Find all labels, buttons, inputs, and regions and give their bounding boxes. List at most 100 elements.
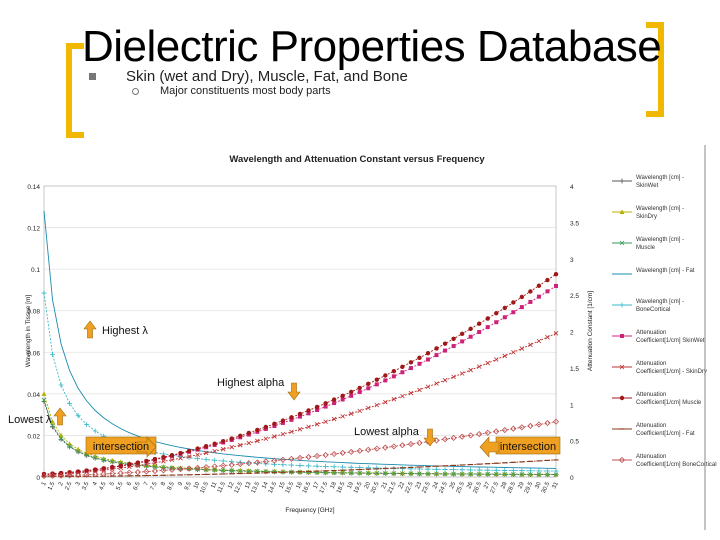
data-point: [58, 472, 65, 479]
data-point: [127, 462, 132, 467]
data-point: [118, 463, 124, 468]
data-point: [544, 468, 550, 474]
data-point: [272, 421, 277, 427]
data-point: [476, 471, 482, 477]
data-point: [417, 387, 422, 393]
data-point: [331, 469, 337, 475]
y-right-tick-label: 0.5: [570, 439, 579, 446]
data-point: [280, 462, 286, 468]
data-point: [459, 471, 465, 477]
y-left-tick-label: 0.12: [27, 226, 40, 233]
data-point: [212, 467, 217, 473]
data-point: [203, 464, 210, 471]
data-point: [417, 471, 422, 476]
data-point: [408, 360, 414, 365]
data-point: [331, 397, 337, 402]
x-tick-label: 29: [517, 481, 526, 490]
data-point: [467, 432, 474, 439]
data-point: [502, 353, 508, 359]
data-point: [528, 472, 533, 477]
data-point: [502, 315, 507, 320]
data-point: [203, 456, 209, 462]
data-point: [443, 348, 448, 353]
y-right-tick-label: 1: [570, 402, 574, 409]
lowest-wavelength-arrow-icon: [53, 407, 67, 426]
data-point: [434, 381, 439, 386]
data-point: [178, 450, 183, 456]
data-point: [169, 453, 175, 458]
data-point: [544, 420, 551, 427]
data-point: [323, 419, 328, 425]
data-point: [101, 466, 106, 471]
x-tick-label: 24.5: [439, 481, 450, 495]
data-point: [399, 466, 405, 472]
data-point: [399, 442, 406, 449]
data-point: [536, 472, 542, 477]
data-point: [263, 424, 269, 430]
data-point: [75, 469, 81, 474]
data-point: [306, 463, 312, 469]
data-point: [238, 433, 243, 438]
data-point: [92, 428, 98, 434]
data-point: [434, 471, 439, 477]
data-point: [468, 471, 473, 477]
data-point: [485, 316, 490, 321]
y-right-tick-label: 3: [570, 257, 574, 264]
data-point: [195, 456, 201, 462]
data-point: [511, 300, 516, 305]
data-point: [134, 469, 141, 476]
data-point: [357, 408, 363, 414]
data-point: [383, 471, 388, 476]
data-point: [451, 467, 457, 473]
legend-label: Wavelength [cm] -SkinWet: [636, 175, 684, 189]
data-point: [144, 461, 149, 467]
legend-label: Attenuation Coefficient[1/cm] Muscle: [636, 392, 702, 406]
x-tick-label: 31: [552, 481, 561, 490]
data-point: [67, 443, 72, 449]
data-point: [211, 463, 218, 470]
intersection-arrow-icon: [479, 436, 500, 458]
data-point: [510, 468, 516, 474]
data-point: [186, 465, 193, 472]
data-point: [314, 404, 320, 410]
legend-label: Attenuation Coefficient[1/cm] - SkinDry: [636, 361, 707, 375]
data-point: [212, 457, 218, 463]
data-point: [117, 470, 124, 477]
data-point: [476, 467, 482, 473]
y-right-tick-label: 2.5: [570, 293, 579, 300]
data-point: [460, 339, 465, 344]
data-point: [519, 472, 525, 477]
data-point: [545, 334, 550, 340]
x-tick-label: 19.5: [353, 481, 364, 495]
data-point: [357, 470, 363, 475]
data-point: [194, 464, 201, 471]
data-point: [485, 360, 491, 366]
data-point: [442, 471, 448, 477]
data-point: [229, 436, 234, 441]
x-tick-label: 12.5: [234, 481, 245, 495]
data-point: [434, 353, 439, 358]
data-point: [178, 455, 183, 461]
data-point: [220, 467, 226, 472]
data-point: [50, 423, 55, 429]
data-point: [476, 364, 482, 369]
x-tick-label: 6.5: [133, 481, 142, 492]
x-tick-label: 5.5: [116, 481, 125, 492]
data-point: [348, 470, 354, 475]
x-tick-label: 6: [126, 481, 133, 487]
data-point: [554, 283, 558, 288]
data-point: [390, 443, 397, 450]
data-point: [75, 413, 81, 419]
x-tick-label: 15.5: [285, 481, 296, 495]
data-point: [84, 468, 89, 473]
annotation-label: Highest alpha: [217, 377, 285, 389]
data-point: [442, 341, 448, 346]
data-point: [58, 382, 64, 388]
data-point: [519, 346, 525, 351]
data-point: [263, 468, 269, 474]
data-point: [374, 377, 379, 382]
data-point: [254, 468, 260, 473]
x-tick-label: 25: [449, 481, 458, 490]
data-point: [527, 468, 533, 474]
